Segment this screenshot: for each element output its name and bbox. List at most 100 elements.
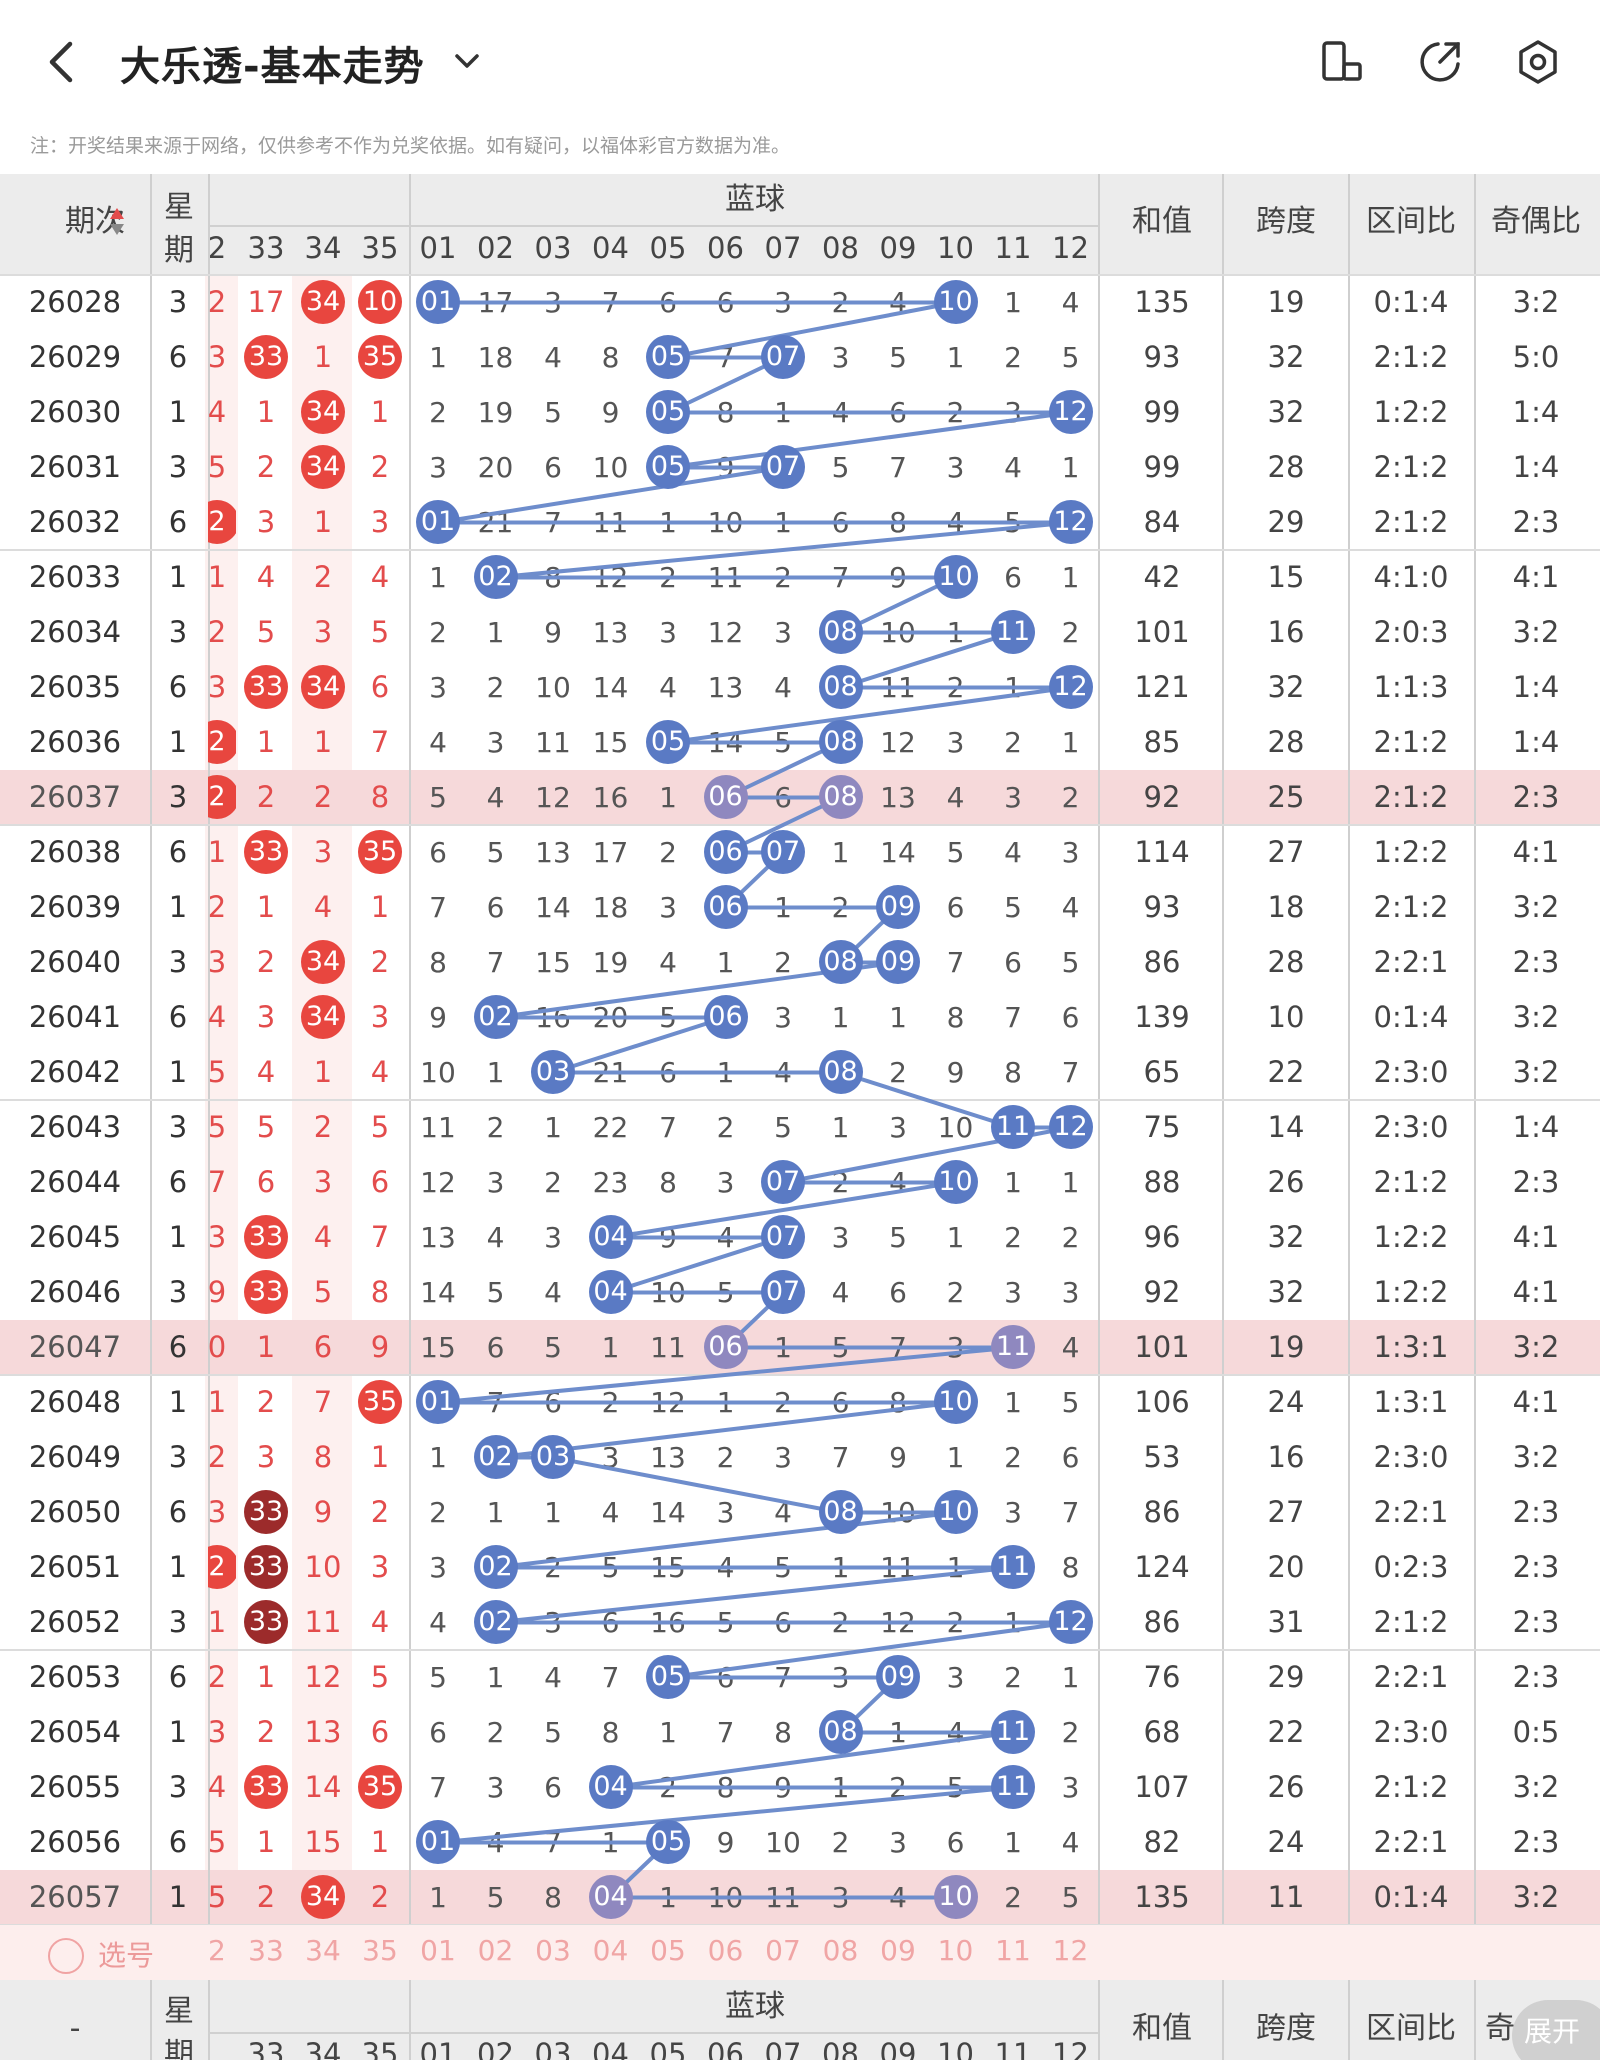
blue-ball: 10 — [933, 1160, 978, 1204]
week-cell: 3 — [168, 285, 188, 319]
week-cell: 6 — [168, 1000, 188, 1034]
red-number: 0 — [208, 1330, 227, 1364]
red-number: 8 — [370, 780, 390, 814]
sum-cell: 76 — [1143, 1660, 1181, 1694]
pick-blue-number[interactable]: 01 — [420, 1934, 456, 1967]
red-col-partial: 3 — [208, 660, 236, 715]
blue-number: 12 — [535, 781, 571, 814]
week-cell: 1 — [168, 1220, 188, 1254]
blue-ball: 02 — [473, 1600, 518, 1644]
blue-number: 1 — [1004, 286, 1022, 319]
pick-blue-number[interactable]: 03 — [535, 1934, 571, 1967]
blue-number: 1 — [1061, 561, 1080, 594]
sum-cell: 99 — [1143, 395, 1181, 429]
span-cell: 16 — [1267, 615, 1305, 649]
blue-ball: 12 — [1048, 665, 1093, 709]
pick-blue-number[interactable]: 12 — [1052, 1934, 1089, 1967]
pick-blue-number[interactable]: 04 — [592, 1934, 629, 1967]
blue-number: 1 — [601, 1826, 620, 1859]
pick-radio[interactable] — [48, 1938, 84, 1974]
blue-number: 5 — [774, 726, 792, 759]
red-col-tint — [205, 276, 238, 1926]
red-number: 5 — [208, 1055, 227, 1089]
blue-ball: 06 — [703, 1325, 748, 1369]
settings-icon[interactable] — [1514, 38, 1562, 86]
blue-number: 9 — [601, 396, 620, 429]
blue-number: 3 — [774, 286, 792, 319]
blue-number: 5 — [831, 451, 850, 484]
pick-blue-number[interactable]: 02 — [477, 1934, 514, 1967]
pick-red-number[interactable]: 2 — [208, 1934, 226, 1967]
blue-number: 2 — [1061, 1716, 1080, 1749]
red-col-partial: 2 — [208, 605, 236, 660]
footer-divider — [208, 1980, 210, 2060]
blue-col-header: 03 — [534, 231, 572, 265]
chevron-left-icon[interactable] — [36, 36, 88, 88]
blue-ball: 07 — [761, 1160, 805, 1204]
rotate-screen-icon[interactable] — [1318, 38, 1366, 86]
sum-cell: 99 — [1143, 450, 1181, 484]
sum-cell: 106 — [1134, 1385, 1190, 1419]
red-col-partial: 5 — [208, 440, 236, 495]
blue-number: 3 — [831, 1881, 850, 1914]
blue-number: 5 — [659, 1001, 677, 1034]
blue-number: 7 — [544, 1826, 562, 1859]
issue-header[interactable]: 期次 — [65, 204, 125, 239]
blue-number: 3 — [544, 1221, 562, 1254]
pick-blue-number[interactable]: 08 — [822, 1934, 859, 1967]
share-icon[interactable] — [1416, 38, 1464, 86]
blue-col-header: 10 — [937, 231, 974, 265]
blue-number: 4 — [774, 1496, 792, 1529]
expand-button[interactable]: 展开 — [1512, 2000, 1600, 2060]
sum-cell: 107 — [1134, 1770, 1190, 1804]
week-cell: 6 — [168, 1495, 188, 1529]
week-cell: 6 — [168, 340, 188, 374]
footer-divider — [1348, 1980, 1350, 2060]
pick-label[interactable]: 选号 — [98, 1939, 155, 1972]
pick-blue-number[interactable]: 07 — [765, 1934, 801, 1967]
blue-number: 3 — [1061, 1276, 1080, 1309]
blue-number: 2 — [774, 946, 792, 979]
issue-cell: 26037 — [28, 780, 122, 814]
pick-blue-number[interactable]: 05 — [650, 1934, 686, 1967]
blue-col-header: 02 — [477, 231, 514, 265]
pick-blue-number[interactable]: 11 — [995, 1934, 1031, 1967]
blue-number: 15 — [420, 1331, 456, 1364]
red-ball: 10 — [358, 280, 402, 324]
pick-blue-number[interactable]: 09 — [880, 1934, 916, 1967]
pick-red-number[interactable]: 35 — [362, 1934, 398, 1967]
pick-red-number[interactable]: 34 — [305, 1934, 341, 1967]
red-number: 2 — [256, 1880, 276, 1914]
blue-number: 1 — [486, 1496, 505, 1529]
blue-ball: 04 — [588, 1270, 633, 1314]
blue-number: 3 — [774, 616, 792, 649]
red-col-partial: 9 — [208, 1265, 236, 1320]
sort-icon[interactable] — [110, 208, 124, 219]
pick-red-number[interactable]: 33 — [248, 1934, 284, 1967]
pick-blue-number[interactable]: 06 — [707, 1934, 744, 1967]
sort-icon-down[interactable] — [110, 224, 124, 235]
red-number: 1 — [256, 890, 276, 924]
chevron-down-icon[interactable] — [450, 44, 484, 78]
blue-number: 1 — [1004, 1166, 1022, 1199]
odd-even-cell: 2:3 — [1512, 505, 1560, 539]
blue-number: 5 — [1061, 1386, 1080, 1419]
red-number: 6 — [370, 1715, 390, 1749]
red-ball: 34 — [301, 995, 345, 1039]
blue-number: 7 — [774, 1661, 792, 1694]
red-number: 2 — [208, 890, 227, 924]
pick-blue-number[interactable]: 10 — [937, 1934, 974, 1967]
blue-number: 8 — [601, 341, 620, 374]
blue-number: 15 — [650, 1551, 686, 1584]
blue-number: 13 — [592, 616, 629, 649]
blue-number: 3 — [486, 1166, 505, 1199]
blue-number: 16 — [650, 1606, 686, 1639]
blue-number: 2 — [831, 1606, 850, 1639]
span-cell: 11 — [1267, 1880, 1305, 1914]
blue-ball: 11 — [991, 1545, 1035, 1589]
issue-cell: 26054 — [28, 1715, 122, 1749]
red-number: 3 — [256, 1000, 276, 1034]
footer-blue-col: 05 — [649, 2037, 687, 2060]
blue-number: 2 — [1004, 1881, 1022, 1914]
blue-ball: 11 — [991, 1710, 1035, 1754]
